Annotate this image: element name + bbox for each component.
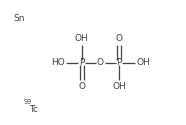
Text: O: O [78,82,85,91]
Text: OH: OH [75,34,89,43]
Text: Tc: Tc [29,106,38,114]
Text: O: O [97,58,104,67]
Text: OH: OH [112,82,126,91]
Text: Sn: Sn [13,14,25,23]
Text: 99: 99 [24,99,32,105]
Text: P: P [79,58,84,67]
Text: HO: HO [51,58,65,67]
Text: P: P [116,58,122,67]
Text: O: O [116,34,123,43]
Text: OH: OH [136,58,150,67]
